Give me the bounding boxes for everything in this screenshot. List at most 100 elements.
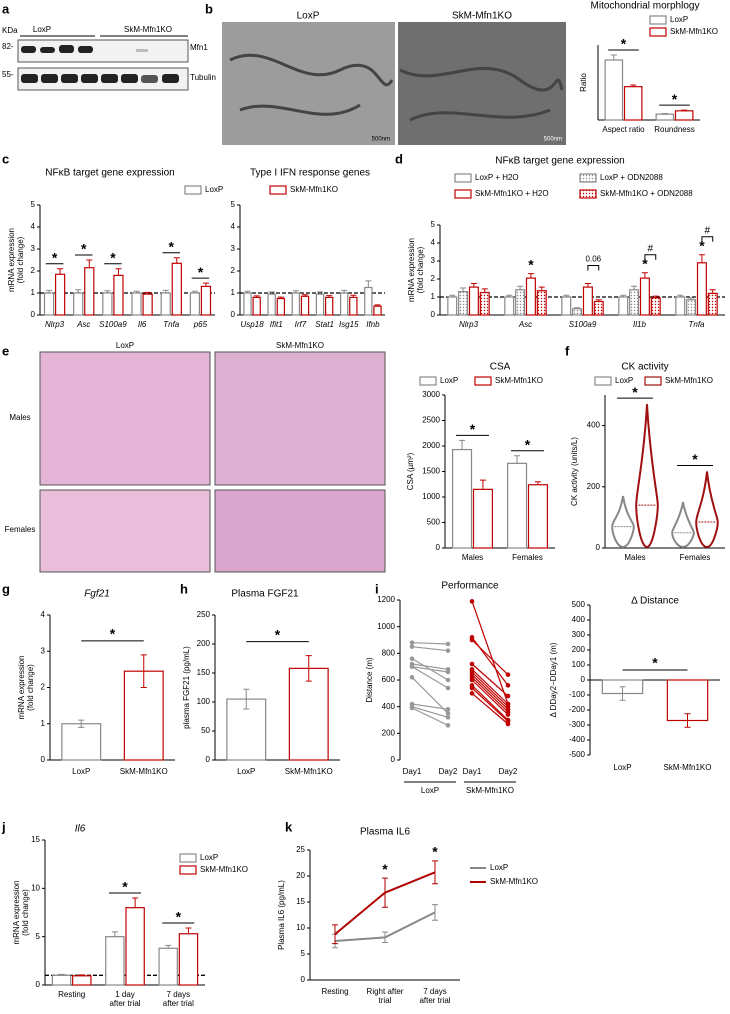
label: 1 day [115,990,135,999]
chart-title: Plasma FGF21 [231,589,299,600]
error-bar [459,439,466,450]
comparison: # [648,243,654,254]
legend-label: SkM-Mfn1KO [495,376,543,385]
error-bar [698,254,705,263]
y-tick-label: 4 [31,222,36,231]
bar [102,292,113,316]
group-label: SkM-Mfn1KO [466,786,514,795]
error-bar [191,290,198,293]
chart-title: Mitochondrial morphlogy [591,1,700,12]
error-bar [46,289,53,293]
y-tick-label: -300 [569,720,586,729]
point [409,675,415,680]
legend-label: LoxP [490,863,508,872]
label: Males [462,553,483,562]
point [469,661,475,667]
error-bar [481,288,488,293]
y-tick-label: 250 [197,610,211,619]
point [409,664,415,669]
bar [288,667,329,761]
y-tick-label: 300 [572,630,586,639]
point [469,677,475,683]
error-bar [677,294,684,297]
pair-line [471,601,509,705]
chart-title: NFκB target gene expression [495,156,625,167]
error-bar [165,944,172,949]
significance: * [198,264,204,280]
y-label: mRNA expression [7,228,16,292]
y-tick-label: 0 [36,980,41,989]
micrograph [398,22,566,145]
legend-label: SkM-Mfn1KO + H2O [475,189,549,198]
y-label: (fold change) [26,664,35,711]
scale-bar: 500nm [544,137,562,143]
label: Asc [518,320,532,329]
pair-line [411,666,449,673]
error-bar [277,296,284,299]
chart-title: Il6 [75,824,86,835]
bar [105,936,125,986]
histology-image [214,351,386,486]
significance: * [110,250,116,266]
error-bar [133,290,140,293]
bar [51,974,72,986]
pair-line [411,666,449,689]
y-tick-label: 3000 [422,390,440,399]
line [334,911,436,942]
bar [479,291,490,316]
legend-label: LoxP + H2O [475,173,519,182]
point [409,644,415,649]
y-tick-label: 4 [431,238,436,247]
error-bar [382,931,388,944]
bar [582,286,593,316]
error-bar [57,268,64,275]
legend-label: LoxP [670,15,688,24]
pair-line [411,663,449,670]
error-bar [479,479,486,490]
y-tick-label: 15 [296,897,305,906]
bar [707,292,718,316]
bar [447,296,458,316]
chart-title: CSA [490,362,511,373]
bar [158,947,178,986]
y-tick-label: 5 [301,949,306,958]
y-tick-label: 20 [296,871,305,880]
label: Resting [321,987,348,996]
pair-line [411,676,449,714]
point [445,641,451,647]
bar [623,86,643,121]
legend-swatch [269,185,287,195]
y-axis-title: mRNA expression (fold change) [407,238,425,302]
significance: * [672,91,678,107]
bar [373,305,382,316]
panel-label: e [2,343,9,358]
bar [276,297,286,316]
y-tick-label: 1 [231,288,236,297]
error-bar [173,257,180,264]
column-label: LoxP [116,341,134,350]
x-tick-label: Day1 [403,767,422,776]
label: Nlrp3 [459,320,479,329]
y-tick-label: 5 [431,220,436,229]
error-bar [432,860,438,885]
label: Il1b [633,320,646,329]
point [445,715,451,720]
significance: * [52,250,58,266]
error-bar [58,973,65,976]
label: Resting [58,990,85,999]
y-tick-label: 1000 [422,492,440,501]
error-bar [316,291,323,295]
legend-label: LoxP [200,853,218,862]
significance: * [122,879,128,895]
error-bar [610,54,617,60]
violin [635,404,659,549]
y-tick-label: 10 [296,923,305,932]
y-label: (fold change) [21,889,30,936]
y-axis-title: Ratio [579,73,588,92]
comparison: 0.06 [586,255,602,264]
legend-swatch [579,189,597,199]
point [445,723,451,728]
bar [142,293,153,316]
marker: 82- [2,42,14,51]
